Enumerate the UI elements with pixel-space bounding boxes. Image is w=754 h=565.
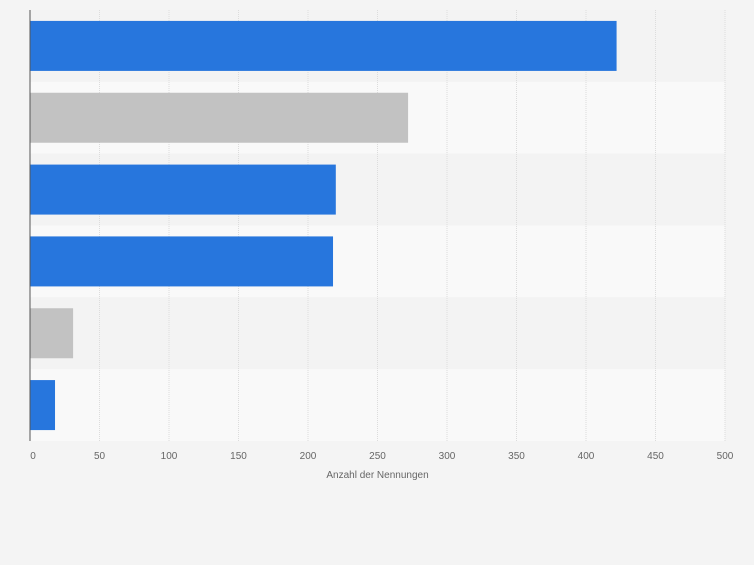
- x-tick-label: 350: [508, 451, 525, 462]
- x-tick-label: 150: [230, 451, 247, 462]
- x-tick-labels: 0 50 100 150 200 250 300 350 400 450 500: [30, 451, 734, 462]
- x-tick-label: 400: [578, 451, 595, 462]
- x-tick-label: 100: [161, 451, 178, 462]
- x-tick-label: 450: [647, 451, 664, 462]
- row-bands: [30, 10, 725, 441]
- bar: [30, 164, 336, 215]
- bar: [30, 380, 56, 431]
- x-axis-title: Anzahl der Nennungen: [326, 470, 428, 481]
- x-tick-label: 300: [439, 451, 456, 462]
- bar: [30, 92, 409, 143]
- x-tick-label: 50: [94, 451, 106, 462]
- x-tick-label: 200: [300, 451, 317, 462]
- x-tick-label: 250: [369, 451, 386, 462]
- bar: [30, 236, 334, 287]
- row-band: [30, 297, 725, 370]
- bars: [30, 20, 617, 431]
- x-tick-label: 500: [717, 451, 734, 462]
- bar: [30, 308, 74, 359]
- row-band: [30, 369, 725, 441]
- x-tick-label: 0: [30, 451, 36, 462]
- bar: [30, 20, 617, 71]
